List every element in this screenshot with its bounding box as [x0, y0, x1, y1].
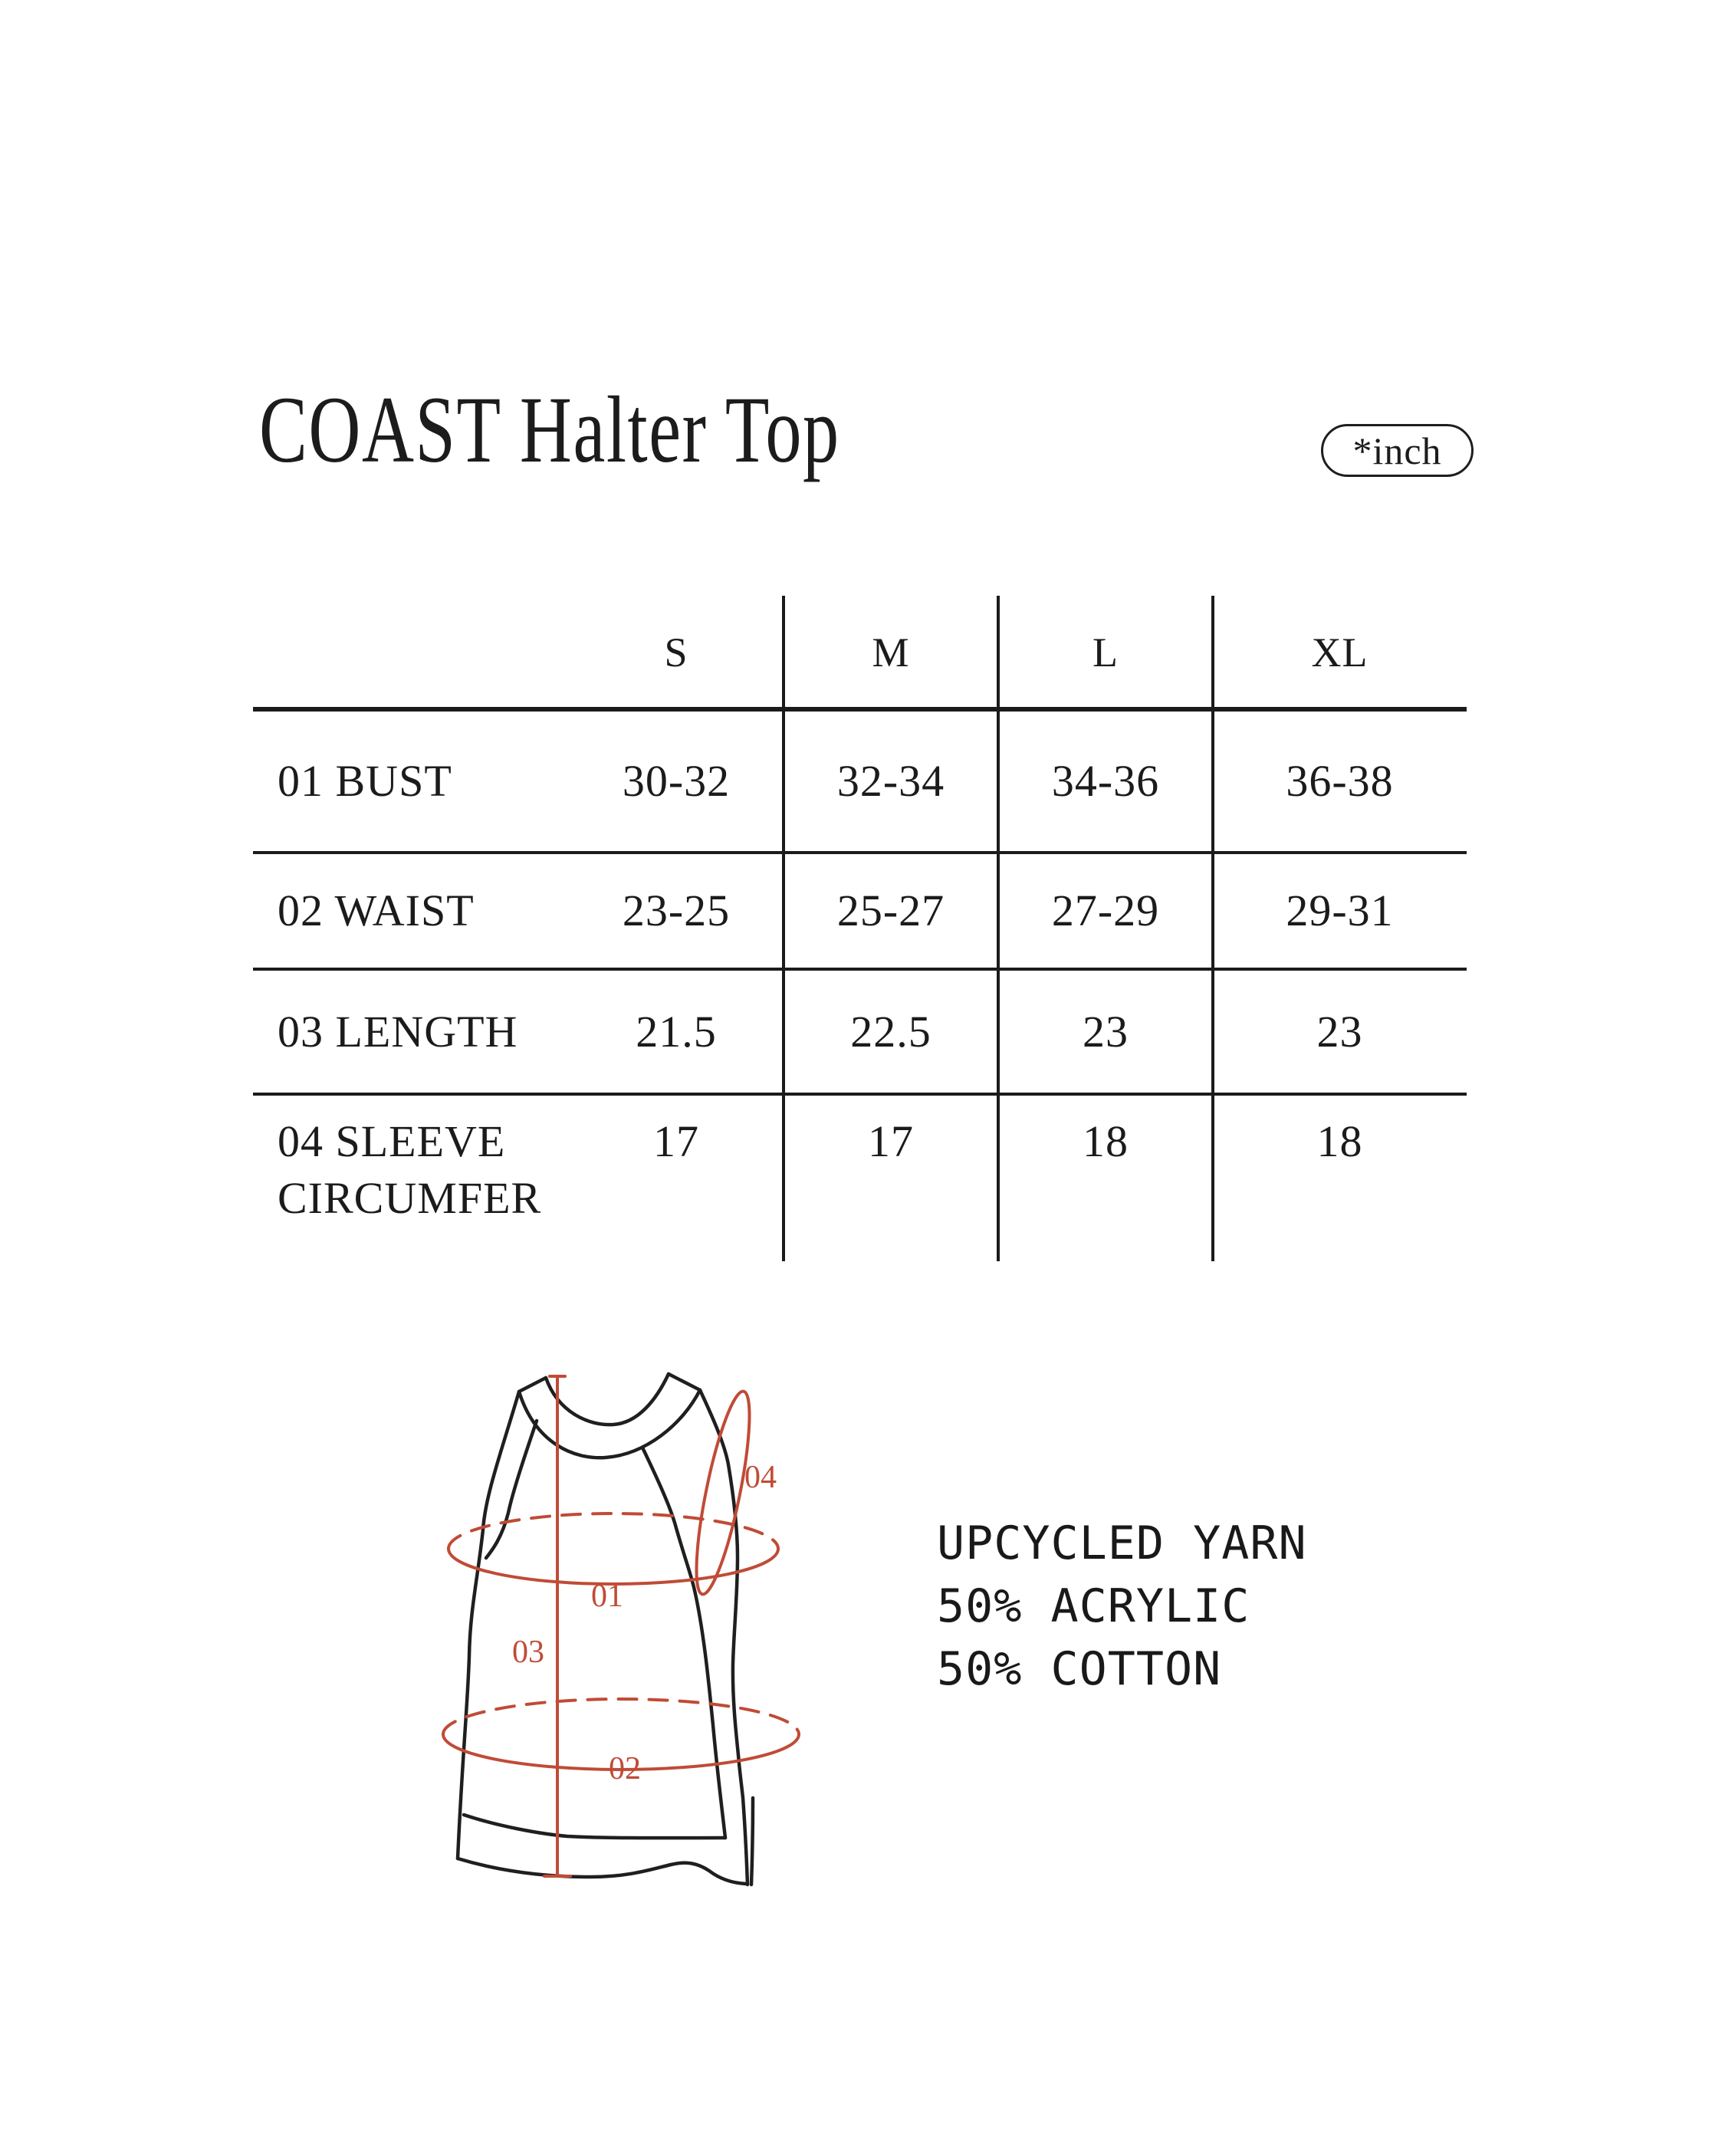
side-slit-line [749, 1796, 755, 1887]
table-rule-vertical-1 [782, 596, 785, 1261]
length-value-s: 21.5 [636, 1006, 717, 1057]
length-label: 03 [512, 1635, 544, 1670]
material-note: UPCYCLED YARN 50% ACRYLIC 50% COTTON [937, 1512, 1307, 1701]
garment-outline [455, 1372, 755, 1887]
waist-ellipse-back-dashed [442, 1698, 800, 1736]
right-front-seam [640, 1445, 728, 1840]
garment-measurement-diagram: 01 02 03 04 [442, 1372, 800, 1887]
column-header-s: S [664, 629, 688, 675]
sleeve-value-l: 18 [1083, 1116, 1129, 1166]
bust-label: 01 [591, 1579, 623, 1614]
length-value-l: 23 [1083, 1006, 1129, 1057]
row-label-length: 03 LENGTH [278, 1006, 518, 1057]
material-line-cotton: 50% COTTON [937, 1642, 1222, 1696]
unit-badge-label: *inch [1352, 429, 1442, 472]
waist-value-l: 27-29 [1051, 886, 1160, 935]
collar-right-end [666, 1372, 702, 1392]
measurement-labels: 01 02 03 04 [512, 1460, 777, 1786]
material-line-acrylic: 50% ACRYLIC [937, 1579, 1250, 1633]
table-rule-horizontal-4 [253, 1093, 1467, 1096]
length-value-m: 22.5 [850, 1006, 932, 1057]
waist-value-m: 25-27 [836, 886, 945, 935]
sleeve-label: 04 [744, 1460, 777, 1495]
waist-value-s: 23-25 [622, 886, 731, 935]
bust-value-xl: 36-38 [1286, 755, 1394, 806]
left-armhole-seam [484, 1418, 539, 1560]
collar-outer-arc [517, 1388, 702, 1460]
bust-value-l: 34-36 [1051, 755, 1160, 806]
size-chart-table: S M L XL 01 BUST 30-32 32-34 34-36 36-38… [253, 596, 1467, 1261]
column-header-m: M [872, 629, 910, 675]
hem-band-line [462, 1813, 728, 1840]
row-label-waist: 02 WAIST [278, 886, 475, 935]
table-grid-lines [253, 596, 1467, 1261]
bust-value-s: 30-32 [622, 755, 731, 806]
sleeve-value-m: 17 [868, 1116, 914, 1166]
collar-left-end [517, 1375, 548, 1394]
sleeve-circumference-ellipse [695, 1389, 751, 1596]
waist-value-xl: 29-31 [1286, 886, 1394, 935]
table-rule-vertical-2 [997, 596, 1000, 1261]
page-title: COAST Halter Top [259, 377, 840, 482]
material-line-yarn: UPCYCLED YARN [937, 1517, 1307, 1570]
left-outer-edge [455, 1389, 521, 1861]
column-header-l: L [1092, 629, 1119, 675]
bust-ellipse-front [447, 1547, 780, 1586]
unit-badge: *inch [1321, 424, 1474, 477]
column-header-xl: XL [1311, 629, 1368, 675]
table-rule-vertical-3 [1211, 596, 1214, 1261]
table-rule-horizontal-3 [253, 968, 1467, 971]
row-label-bust: 01 BUST [278, 755, 452, 806]
measurement-annotations [442, 1375, 800, 1878]
table-rule-horizontal-2 [253, 851, 1467, 854]
bust-ellipse-back-dashed [447, 1512, 780, 1550]
waist-label: 02 [609, 1751, 641, 1786]
waist-ellipse-front [442, 1733, 800, 1771]
right-outer-edge [698, 1388, 750, 1887]
table-rule-horizontal-1 [253, 707, 1467, 712]
bust-value-m: 32-34 [836, 755, 945, 806]
row-label-sleeve: 04 SLEEVE CIRCUMFER [278, 1116, 542, 1223]
collar-inner-arc [544, 1372, 671, 1427]
hem-bottom-edge [455, 1856, 748, 1886]
sleeve-value-xl: 18 [1316, 1116, 1363, 1166]
sleeve-value-s: 17 [653, 1116, 699, 1166]
length-value-xl: 23 [1316, 1006, 1363, 1057]
